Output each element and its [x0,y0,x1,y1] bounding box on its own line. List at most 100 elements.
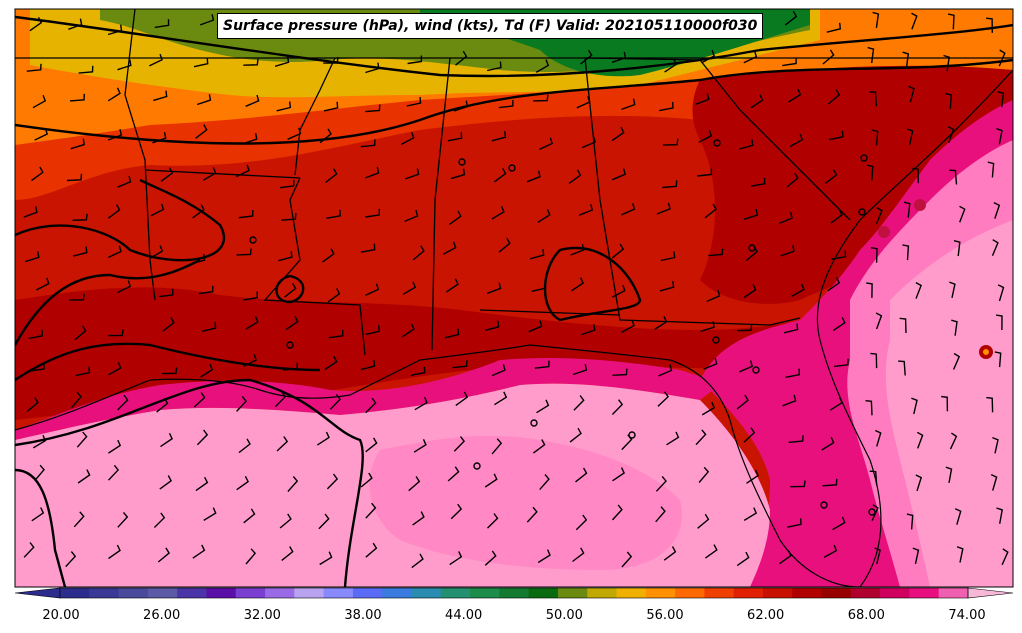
colorbar-segment [704,588,735,598]
wind-barb [782,394,797,407]
wind-barb [157,547,171,563]
station-circle [458,158,466,166]
wind-barb [621,434,633,451]
fill-gulf-inner [369,435,682,570]
colorbar-tick-label: 50.00 [545,608,583,623]
wind-barb [949,281,956,299]
colorbar-tick-label: 32.00 [243,608,281,623]
wind-barb [701,50,716,64]
wind-barb [448,210,462,225]
wind-barb [449,551,463,566]
fill-magenta-coastline [15,358,720,440]
wind-barb [319,128,332,144]
wind-barb [621,319,635,333]
wind-barb [316,431,330,446]
wind-barb [701,401,716,416]
wind-barb [279,179,295,189]
wind-barb [158,288,174,298]
wind-barb [455,50,468,66]
wind-barb [203,167,217,181]
wind-barb [450,503,463,520]
wind-barb [318,513,330,530]
wind-barb [117,394,129,411]
wind-barb [531,282,547,292]
wind-barb [401,131,415,146]
wind-barb [406,97,422,107]
wind-barb [195,124,208,139]
wind-barb [736,551,750,567]
wind-barb [75,366,91,377]
wind-barb [621,98,636,111]
colorbar-tick-label: 56.00 [646,608,684,623]
wind-barb [743,208,759,220]
station-circle [820,501,828,509]
wind-barb [785,368,801,378]
wind-barb [621,551,633,568]
wind-barb [869,91,878,107]
colorbar-segment [909,588,940,598]
wind-barb [447,132,463,142]
wind-barb [532,439,546,454]
wind-barb [953,240,961,257]
wind-barb [576,96,591,109]
wind-barb [658,364,673,377]
wind-barb [575,514,588,531]
wind-barb [323,101,339,112]
pressure-contours [15,15,1013,587]
wind-barb [279,513,292,529]
wind-barb [743,50,758,64]
wind-barb [994,351,1002,368]
wind-barb [580,49,593,65]
wind-barb [498,99,514,109]
wind-barb [874,547,881,564]
colorbar-segment [177,588,207,598]
wind-barb [154,19,170,29]
wind-barb [108,544,121,560]
wind-barb [949,169,958,185]
wind-barb [700,321,715,332]
wind-barb [943,54,950,72]
wind-barb [779,549,792,565]
wind-barb [952,352,961,370]
wind-barb [66,173,83,182]
wind-barb [413,439,427,453]
colorbar-segment [206,588,237,598]
wind-barb [365,283,380,296]
wind-barb [611,504,623,521]
map-plot-area [15,9,1013,587]
wind-barb [484,473,498,488]
wind-barb [31,507,45,522]
wind-barb [450,168,466,180]
wind-barb [534,360,550,369]
wind-barb [326,209,341,219]
wind-barb [243,354,257,367]
wind-barb [739,139,754,150]
wind-barb [911,397,918,415]
wind-barb [664,58,678,73]
wind-barb [278,251,293,262]
wind-barb [243,133,258,145]
wind-barb [611,399,624,415]
wind-barb [404,210,419,223]
wind-barb [898,360,906,376]
colorbar-extend-low [14,587,61,599]
colorbar-segment [792,588,823,598]
wind-barb [195,476,209,492]
wind-barb [829,130,844,141]
wind-barb [784,10,798,26]
wind-barb [365,542,378,558]
wind-barb [871,129,879,146]
wind-barb [365,166,380,179]
colorbar-segment [235,588,266,598]
wind-barb [746,469,759,484]
colorbar-tick-label: 68.00 [847,608,885,623]
wind-barb [365,208,380,218]
wind-barb [833,358,849,368]
wind-barb [405,168,420,180]
wind-barb [866,164,874,181]
wind-barb [325,168,338,184]
wind-barb [319,551,333,566]
wind-barb [704,203,718,219]
wind-barb [243,291,259,301]
wind-barb [695,93,710,106]
